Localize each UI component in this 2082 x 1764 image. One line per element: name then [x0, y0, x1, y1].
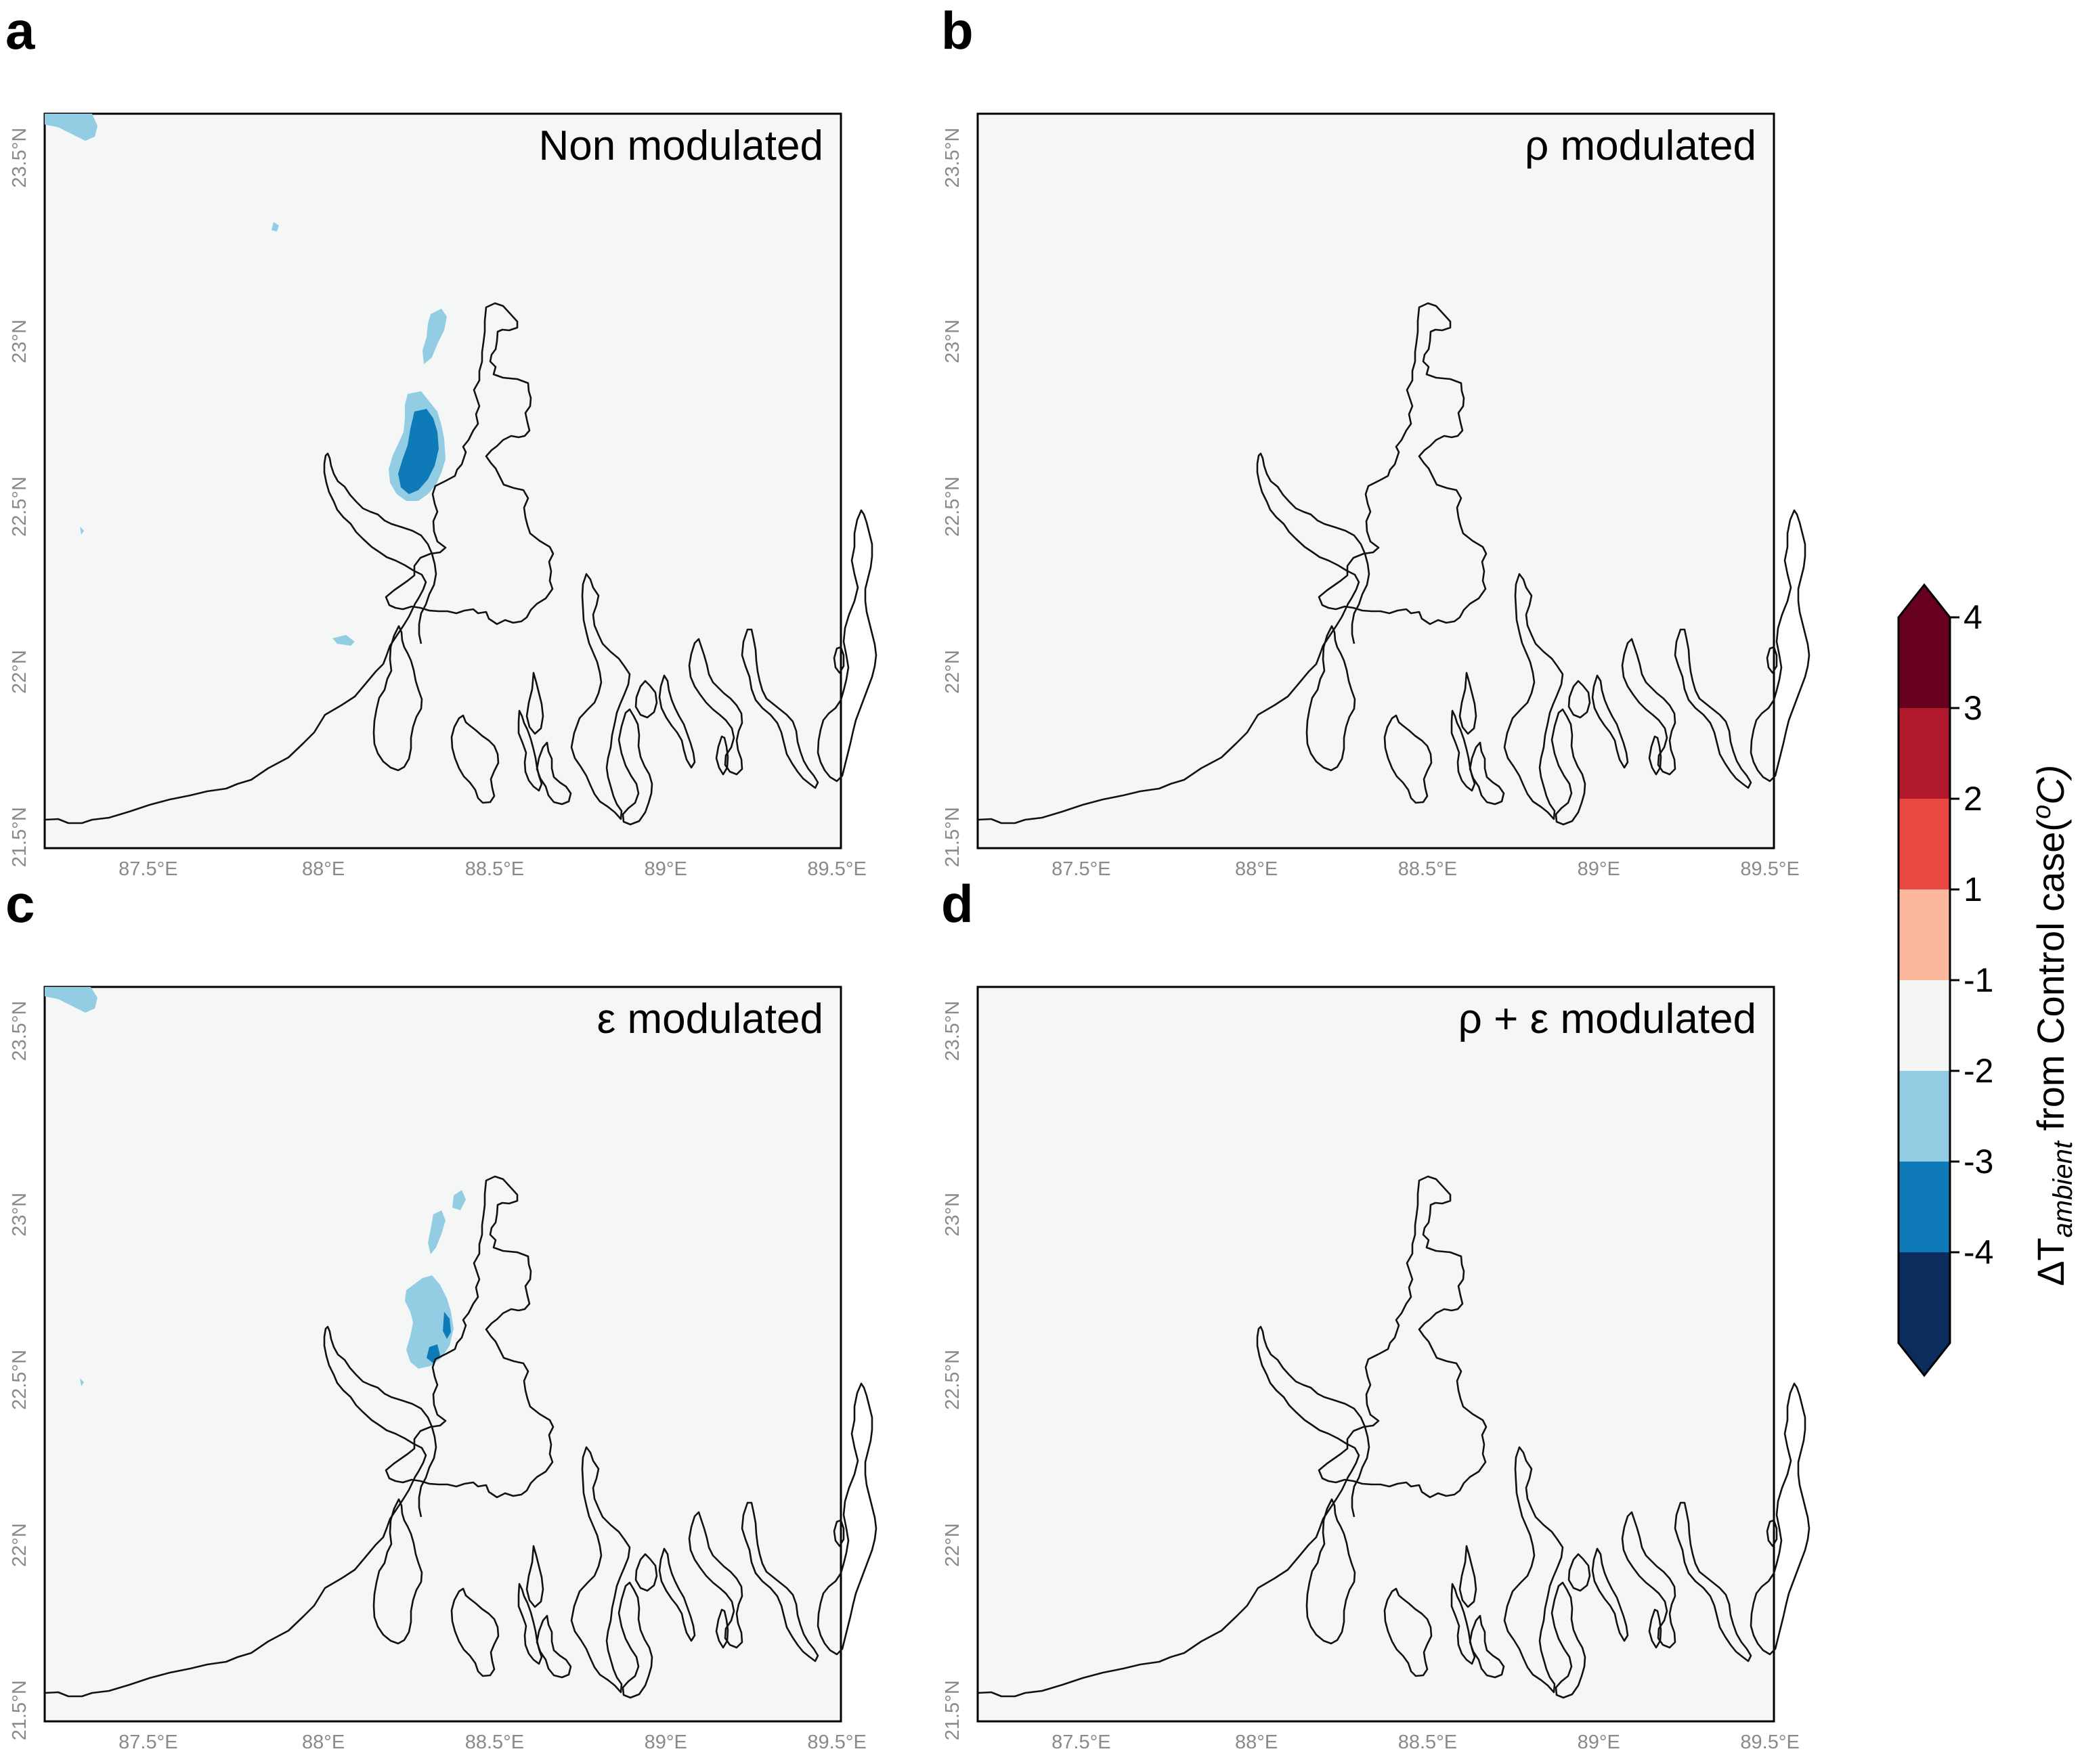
y-tick-label: 23.5°N	[942, 128, 963, 188]
x-tick-label: 88°E	[302, 858, 345, 880]
anomaly-patch	[428, 1210, 446, 1254]
map-frame	[976, 112, 1775, 850]
y-tick-label: 23°N	[9, 1193, 30, 1237]
colorbar-segment	[1899, 799, 1950, 889]
colorbar-segment	[1899, 980, 1950, 1071]
panel-d: d ρ + ε modulated	[941, 874, 1810, 1723]
x-tick-label: 89°E	[1578, 858, 1620, 880]
colorbar-tick-label: -2	[1964, 1052, 1993, 1090]
colorbar-tick-label: 3	[1964, 689, 1982, 727]
anomaly-patch	[422, 309, 447, 364]
anomaly-patch	[398, 409, 439, 494]
panel-c: c ε modulated	[5, 874, 877, 1723]
anomaly-patch	[405, 1275, 454, 1369]
y-tick-label: 22°N	[9, 650, 30, 694]
colorbar-segment	[1899, 1162, 1950, 1252]
panel-a: a Non modulated	[5, 1, 877, 850]
temperature-anomaly-patches	[45, 987, 466, 1386]
x-tick-label: 89.5°E	[1740, 1732, 1799, 1753]
y-tick-label: 21.5°N	[942, 807, 963, 867]
map-frame	[976, 986, 1775, 1723]
y-tick-label: 22.5°N	[9, 1350, 30, 1410]
anomaly-patch	[452, 1190, 466, 1210]
anomaly-patch	[272, 222, 279, 231]
colorbar: 4 3 2 1 -1 -2 -3 -4	[1897, 583, 1993, 1377]
x-tick-label: 87.5°E	[118, 858, 177, 880]
anomaly-patch	[443, 1312, 451, 1339]
y-tick-label: 22.5°N	[942, 1350, 963, 1410]
y-tick-label: 23°N	[942, 1193, 963, 1237]
y-tick-label: 23.5°N	[942, 1001, 963, 1061]
panel-b-title: ρ modulated	[1525, 123, 1756, 169]
y-tick-label: 23°N	[9, 319, 30, 363]
colorbar-tick-label: 4	[1964, 598, 1982, 636]
temperature-anomaly-patches	[45, 114, 447, 646]
y-tick-label: 22.5°N	[942, 477, 963, 537]
colorbar-tick-label: 2	[1964, 780, 1982, 818]
panel-b: b ρ modulated	[941, 1, 1810, 850]
y-tick-label: 23°N	[942, 319, 963, 363]
y-tick-label: 21.5°N	[942, 1680, 963, 1740]
colorbar-segment	[1899, 1071, 1950, 1162]
y-tick-label: 22.5°N	[9, 477, 30, 537]
colorbar-over-triangle	[1899, 585, 1950, 617]
y-tick-label: 22°N	[942, 650, 963, 694]
anomaly-patch	[80, 1378, 84, 1386]
x-tick-label: 88°E	[1235, 858, 1278, 880]
colorbar-segment	[1899, 617, 1950, 708]
panel-c-letter: c	[5, 874, 35, 933]
anomaly-patch	[45, 987, 97, 1013]
anomaly-patch	[332, 635, 355, 646]
x-tick-label: 88.5°E	[1398, 1732, 1457, 1753]
colorbar-under-triangle	[1899, 1343, 1950, 1375]
colorbar-tick-label: -4	[1964, 1233, 1993, 1271]
colorbar-segment	[1899, 708, 1950, 799]
axis-tick-labels: 87.5°E 88°E 88.5°E 89°E 89.5°E 21.5°N 22°N 22.5…	[9, 128, 1800, 1753]
x-tick-label: 88.5°E	[465, 1732, 524, 1753]
panel-a-title: Non modulated	[539, 123, 824, 169]
x-tick-label: 88°E	[302, 1732, 345, 1753]
x-tick-label: 87.5°E	[118, 1732, 177, 1753]
x-tick-label: 88.5°E	[1398, 858, 1457, 880]
colorbar-tick-label: -3	[1964, 1143, 1993, 1181]
x-tick-label: 89.5°E	[1740, 858, 1799, 880]
panel-d-letter: d	[941, 874, 974, 933]
panel-c-title: ε modulated	[597, 996, 823, 1042]
anomaly-patch	[80, 527, 84, 535]
x-tick-label: 89°E	[645, 1732, 687, 1753]
colorbar-label: ΔTambient from Control case(oC)	[2028, 765, 2078, 1286]
x-tick-label: 89.5°E	[807, 1732, 866, 1753]
x-tick-label: 87.5°E	[1051, 858, 1110, 880]
map-frame	[43, 112, 842, 850]
x-tick-label: 89°E	[645, 858, 687, 880]
x-tick-label: 89°E	[1578, 1732, 1620, 1753]
colorbar-tick-label: 1	[1964, 870, 1982, 908]
panel-d-title: ρ + ε modulated	[1458, 996, 1756, 1042]
y-tick-label: 22°N	[9, 1523, 30, 1567]
y-tick-label: 22°N	[942, 1523, 963, 1567]
colorbar-segment	[1899, 1252, 1950, 1343]
y-tick-label: 23.5°N	[9, 128, 30, 188]
panel-a-letter: a	[5, 1, 35, 60]
y-tick-label: 23.5°N	[9, 1001, 30, 1061]
x-tick-label: 87.5°E	[1051, 1732, 1110, 1753]
x-tick-label: 89.5°E	[807, 858, 866, 880]
x-tick-label: 88.5°E	[465, 858, 524, 880]
y-tick-label: 21.5°N	[9, 807, 30, 867]
y-tick-label: 21.5°N	[9, 1680, 30, 1740]
panel-b-letter: b	[941, 1, 974, 60]
colorbar-tick-label: -1	[1964, 961, 1993, 999]
anomaly-patch	[45, 114, 97, 141]
colorbar-outline	[1897, 583, 1951, 1377]
x-tick-label: 88°E	[1235, 1732, 1278, 1753]
colorbar-segment	[1899, 889, 1950, 980]
